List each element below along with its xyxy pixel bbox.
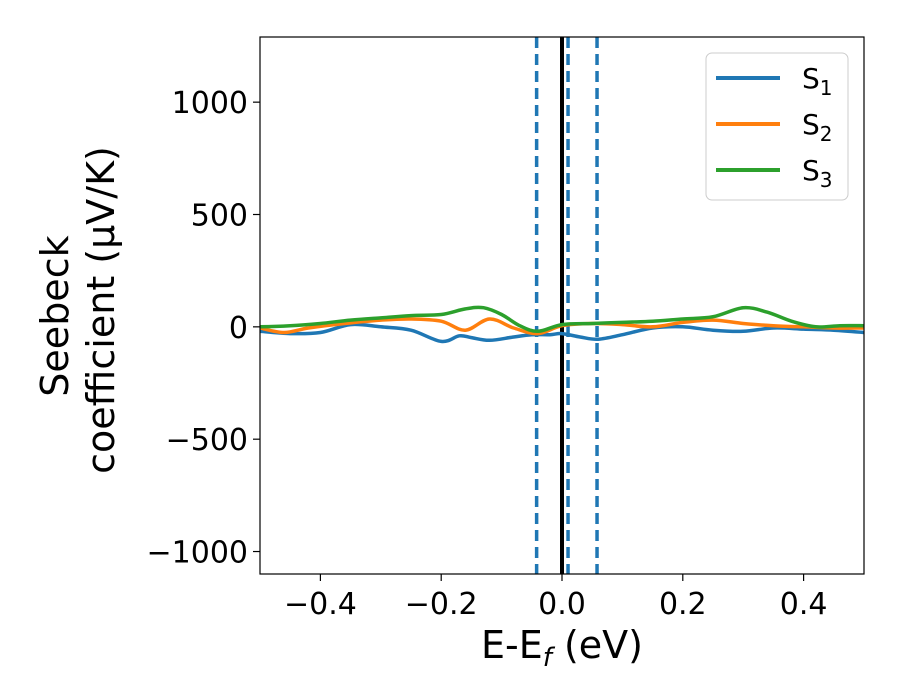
- series-line-s2: [260, 317, 864, 336]
- legend-label-s3: S3: [802, 154, 833, 192]
- series-lines: [260, 305, 864, 344]
- series-line-s1: [260, 322, 864, 344]
- y-axis-label-line2: coefficient (μV/K): [79, 146, 123, 474]
- x-axis-ticks: −0.4 −0.2 0.0 0.2 0.4: [284, 574, 827, 622]
- y-tick-label: −1000: [147, 536, 248, 571]
- legend: S1 S2 S3: [705, 52, 849, 201]
- vertical-lines: [534, 37, 599, 574]
- legend-label-s1: S1: [802, 62, 833, 100]
- x-tick-label: 0.2: [659, 587, 707, 622]
- y-tick-label: 0: [229, 311, 248, 346]
- plot-area: [260, 37, 864, 574]
- series-line-s3: [260, 305, 864, 334]
- x-tick-label: −0.2: [405, 587, 478, 622]
- x-tick-label: 0.4: [780, 587, 828, 622]
- y-axis-label-line1: Seebeck: [33, 235, 77, 396]
- x-axis-label: E-Ef (eV): [481, 623, 643, 673]
- legend-box: [705, 52, 849, 201]
- y-axis-ticks: −1000 −500 0 500 1000: [147, 86, 260, 571]
- legend-label-s2: S2: [802, 108, 833, 146]
- x-tick-label: 0.0: [538, 587, 586, 622]
- y-tick-label: 1000: [172, 86, 248, 121]
- y-tick-label: −500: [166, 423, 248, 458]
- x-tick-label: −0.4: [284, 587, 357, 622]
- y-tick-label: 500: [191, 199, 248, 234]
- y-axis-label: Seebeck coefficient (μV/K): [33, 146, 123, 474]
